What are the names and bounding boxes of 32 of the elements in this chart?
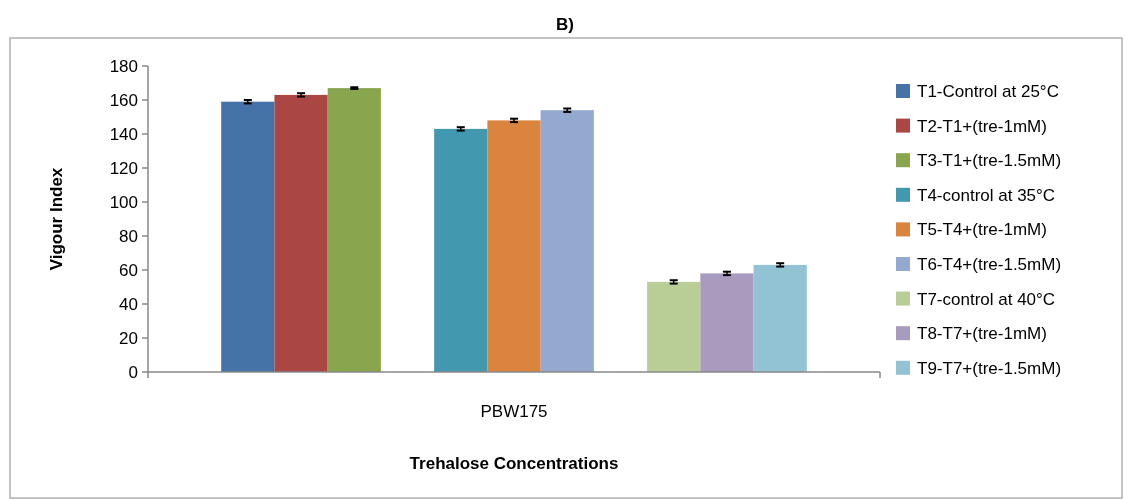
legend-label: T7-control at 40°C [917,289,1056,309]
chart-title: B) [556,15,574,34]
legend-label: T1-Control at 25°C [917,81,1059,101]
bar [753,264,807,372]
legend-label: T2-T1+(tre-1mM) [917,116,1047,136]
y-tick-label: 0 [128,362,138,382]
y-axis-title: Vigour Index [47,167,66,271]
legend-label: T5-T4+(tre-1mM) [917,220,1047,240]
bar [647,281,701,372]
bar [700,273,754,372]
legend-label: T9-T7+(tre-1.5mM) [917,358,1062,378]
y-tick-label: 100 [109,192,138,212]
y-tick-label: 20 [119,328,138,348]
bar [274,94,328,372]
y-tick-label: 160 [109,90,138,110]
y-tick-label: 80 [119,226,138,246]
bar [221,101,275,372]
y-tick-label: 120 [109,158,138,178]
bar [327,88,381,372]
legend-label: T3-T1+(tre-1.5mM) [917,151,1062,171]
x-tick-label: PBW175 [480,402,548,421]
bar [487,120,541,372]
legend-label: T8-T7+(tre-1mM) [917,324,1047,344]
y-tick-label: 180 [109,56,138,76]
y-tick-label: 40 [119,294,138,314]
legend-label: T4-control at 35°C [917,185,1056,205]
bar [434,128,488,372]
y-tick-label: 140 [109,124,138,144]
legend-label: T6-T4+(tre-1.5mM) [917,254,1062,274]
bar [540,110,594,372]
y-tick-label: 60 [119,260,138,280]
x-axis-title: Trehalose Concentrations [409,454,619,473]
